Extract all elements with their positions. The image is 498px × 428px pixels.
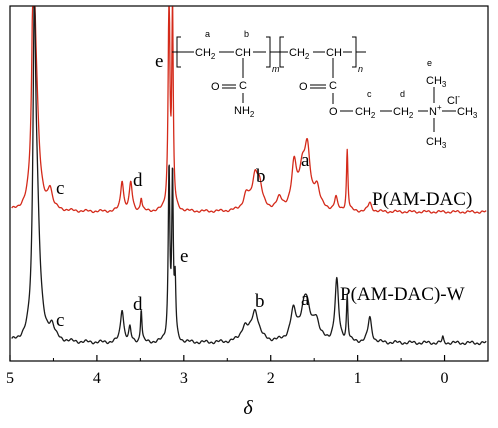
- structure-ch2-c: CH2: [355, 106, 376, 120]
- x-tick-label-2: 2: [267, 370, 275, 387]
- peak-labels: c d e b a c d e b a: [56, 51, 310, 331]
- series-line-p-am-dac-w: [11, 6, 487, 346]
- structure-site-d: d: [400, 89, 405, 99]
- bracket-m-right: [266, 36, 271, 68]
- x-axis: 5 4 3 2 1 0: [6, 355, 449, 387]
- x-tick-label-0: 0: [441, 370, 449, 387]
- peak-label-a-top: a: [301, 150, 310, 171]
- peak-label-c-top: c: [56, 178, 64, 199]
- peak-label-e-bottom: e: [180, 246, 188, 267]
- structure-nh2: NH2: [234, 105, 255, 119]
- x-tick-label-1: 1: [354, 370, 362, 387]
- peak-label-d-top: d: [133, 170, 143, 191]
- series-label-p-am-dac: P(AM-DAC): [372, 189, 472, 210]
- series-line-p-am-dac: [11, 6, 487, 214]
- bracket-n-right: [352, 36, 357, 68]
- structure-sub-n: n: [358, 64, 363, 74]
- structure-ch3-right: CH3: [457, 106, 478, 120]
- structure-site-e: e: [427, 58, 432, 68]
- structure-ch3-top: CH3: [426, 75, 447, 89]
- structure-c-ester: C: [329, 80, 337, 92]
- structure-ch-2: CH: [326, 47, 342, 59]
- structure-site-c: c: [367, 89, 372, 99]
- structure-site-a: a: [205, 29, 210, 39]
- structure-o-ester: O: [329, 106, 338, 118]
- series-layer: [11, 6, 487, 346]
- plot-frame: [9, 5, 489, 362]
- peak-label-e-top: e: [155, 51, 163, 72]
- series-label-p-am-dac-w: P(AM-DAC)-W: [340, 284, 465, 305]
- peak-label-a-bottom: a: [301, 289, 310, 310]
- chemical-structure: a b CH2 CH m C O NH2 CH2 CH n C O: [172, 29, 478, 150]
- structure-o-amide: O: [211, 81, 220, 93]
- structure-cl-minus: Cl-: [447, 92, 460, 107]
- structure-ch2-2: CH2: [289, 47, 310, 61]
- x-tick-label-4: 4: [93, 370, 101, 387]
- peak-label-c-bottom: c: [56, 310, 64, 331]
- structure-ch2-d: CH2: [393, 106, 414, 120]
- structure-o-ester-double: O: [299, 81, 308, 93]
- structure-site-b: b: [244, 29, 249, 39]
- structure-sub-m: m: [272, 64, 280, 74]
- x-tick-label-5: 5: [6, 370, 14, 387]
- peak-label-b-top: b: [256, 166, 266, 187]
- structure-c-amide: C: [239, 80, 247, 92]
- peak-label-d-bottom: d: [133, 294, 143, 315]
- structure-n-plus: N+: [429, 103, 442, 118]
- structure-ch3-bottom: CH3: [426, 136, 447, 150]
- structure-ch2-1: CH2: [195, 47, 216, 61]
- peak-label-b-bottom: b: [255, 291, 265, 312]
- x-tick-label-3: 3: [180, 370, 188, 387]
- structure-ch-1: CH: [235, 47, 251, 59]
- x-axis-title: δ: [243, 397, 253, 419]
